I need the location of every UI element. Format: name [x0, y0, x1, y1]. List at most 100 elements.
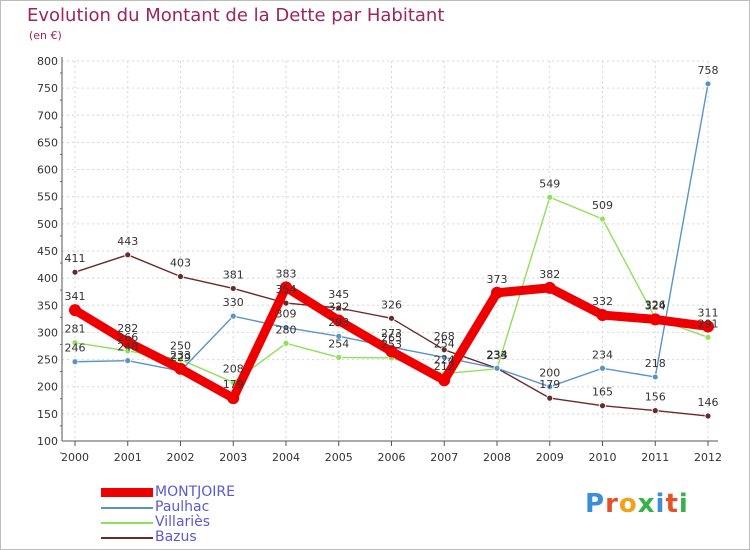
- data-point: [385, 345, 398, 358]
- logo-letter: P: [585, 489, 606, 519]
- data-label: 146: [698, 396, 719, 409]
- data-point: [282, 339, 290, 347]
- data-label: 322: [328, 300, 349, 313]
- data-point: [651, 407, 659, 415]
- data-point: [69, 304, 81, 317]
- data-label: 234: [487, 348, 508, 361]
- data-label: 311: [698, 306, 719, 319]
- data-label: 291: [698, 317, 719, 330]
- legend-swatch-paulhac: [101, 506, 153, 509]
- data-point: [599, 215, 606, 223]
- data-label: 273: [381, 327, 402, 340]
- y-tick-label: 100: [37, 435, 58, 448]
- data-point: [388, 314, 395, 322]
- y-tick-label: 700: [37, 109, 58, 122]
- legend-item-montjoire: MONTJOIRE: [101, 485, 235, 500]
- x-tick-label: 2002: [167, 451, 195, 464]
- data-label: 332: [592, 295, 613, 308]
- data-label: 212: [434, 360, 455, 373]
- data-point: [546, 193, 554, 201]
- legend-label-montjoire: MONTJOIRE: [155, 484, 235, 500]
- data-point: [704, 412, 712, 420]
- data-point: [440, 353, 448, 361]
- y-tick-label: 150: [37, 408, 58, 421]
- logo-letter: t: [665, 489, 679, 519]
- data-label: 218: [645, 357, 666, 370]
- logo-letter: o: [618, 489, 638, 519]
- chart-title: Evolution du Montant de la Dette par Hab…: [27, 5, 445, 26]
- legend-item-bazus: Bazus: [101, 530, 235, 545]
- y-tick-label: 750: [37, 82, 58, 95]
- data-label: 326: [381, 298, 402, 311]
- data-point: [335, 332, 343, 340]
- chart-unit: (en €): [29, 29, 62, 42]
- data-label: 266: [117, 331, 138, 344]
- data-point: [493, 364, 501, 372]
- y-tick-label: 350: [37, 299, 58, 312]
- legend-swatch-bazus: [101, 536, 153, 539]
- data-label: 248: [117, 341, 138, 354]
- data-label: 234: [592, 348, 613, 361]
- data-point: [438, 374, 451, 387]
- data-label: 208: [223, 362, 244, 375]
- data-label: 233: [487, 349, 508, 362]
- data-point: [121, 336, 134, 349]
- data-label: 293: [328, 316, 349, 329]
- data-point: [543, 281, 556, 294]
- data-label: 156: [645, 391, 666, 404]
- data-label: 381: [223, 268, 244, 281]
- data-label: 341: [65, 290, 86, 303]
- legend-label-villaries: Villariès: [155, 514, 211, 530]
- data-label: 200: [539, 367, 560, 380]
- data-point: [599, 364, 606, 372]
- data-label: 179: [539, 378, 560, 391]
- data-point: [440, 346, 448, 354]
- data-point: [71, 358, 79, 366]
- data-label: 509: [592, 199, 613, 212]
- x-tick-label: 2010: [589, 451, 617, 464]
- data-point: [335, 353, 343, 361]
- data-point: [71, 339, 79, 347]
- y-tick-label: 250: [37, 354, 58, 367]
- data-label: 234: [487, 348, 508, 361]
- proxiti-logo: Proxiti: [585, 489, 689, 519]
- x-tick-label: 2007: [430, 451, 458, 464]
- x-tick-label: 2009: [536, 451, 564, 464]
- data-label: 758: [698, 64, 719, 77]
- data-label: 345: [328, 288, 349, 301]
- data-label: 254: [328, 337, 349, 350]
- data-label: 179: [223, 378, 244, 391]
- data-label: 265: [381, 331, 402, 344]
- data-label: 309: [276, 308, 297, 321]
- x-tick-label: 2004: [272, 451, 300, 464]
- data-label: 411: [65, 252, 86, 265]
- legend-label-bazus: Bazus: [155, 529, 197, 545]
- x-tick-label: 2011: [641, 451, 669, 464]
- data-point: [335, 304, 343, 312]
- data-label: 165: [592, 386, 613, 399]
- y-tick-label: 450: [37, 245, 58, 258]
- data-point: [546, 394, 554, 402]
- data-label: 229: [170, 351, 191, 364]
- data-point: [704, 80, 712, 88]
- x-tick-label: 2003: [219, 451, 247, 464]
- data-point: [71, 268, 79, 276]
- y-tick-label: 800: [37, 55, 58, 68]
- data-label: 250: [170, 340, 191, 353]
- data-point: [546, 383, 554, 391]
- legend-swatch-villaries: [101, 521, 153, 524]
- y-tick-label: 200: [37, 381, 58, 394]
- logo-letter: x: [637, 489, 656, 519]
- data-point: [229, 312, 237, 320]
- legend-item-villaries: Villariès: [101, 515, 235, 530]
- x-tick-label: 2012: [694, 451, 722, 464]
- legend-swatch-montjoire: [101, 488, 153, 497]
- data-label: 281: [65, 323, 86, 336]
- data-point: [229, 285, 237, 292]
- data-label: 253: [381, 338, 402, 351]
- data-label: 324: [645, 299, 666, 312]
- data-label: 382: [539, 268, 560, 281]
- data-point: [124, 251, 132, 259]
- data-point: [649, 313, 662, 326]
